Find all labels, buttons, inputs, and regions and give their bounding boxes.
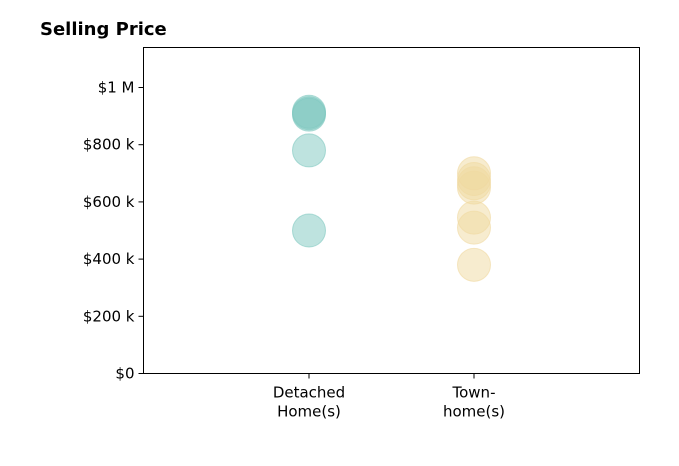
y-tick-label: $800 k bbox=[83, 136, 135, 154]
data-point bbox=[457, 200, 491, 235]
y-axis: $0 $200 k $400 k $600 k $800 k $1 M bbox=[83, 79, 144, 383]
data-point bbox=[292, 133, 326, 168]
y-tick-label: $200 k bbox=[83, 307, 135, 325]
data-point bbox=[457, 247, 491, 282]
x-axis: Detached Home(s) Town-home(s) bbox=[273, 373, 505, 421]
data-point bbox=[457, 156, 491, 191]
plot-area-frame bbox=[143, 47, 640, 374]
y-tick-label: $600 k bbox=[83, 193, 135, 211]
data-point bbox=[292, 213, 326, 248]
y-tick-label: $400 k bbox=[83, 250, 135, 268]
x-tick-label: Detached Home(s) bbox=[273, 384, 345, 421]
chart-title: Selling Price bbox=[40, 19, 167, 40]
y-tick-label: $1 M bbox=[98, 79, 135, 97]
data-points bbox=[292, 94, 491, 282]
x-tick-label: Town-home(s) bbox=[443, 384, 505, 421]
y-tick-label: $0 bbox=[115, 365, 134, 383]
data-point bbox=[292, 94, 326, 129]
